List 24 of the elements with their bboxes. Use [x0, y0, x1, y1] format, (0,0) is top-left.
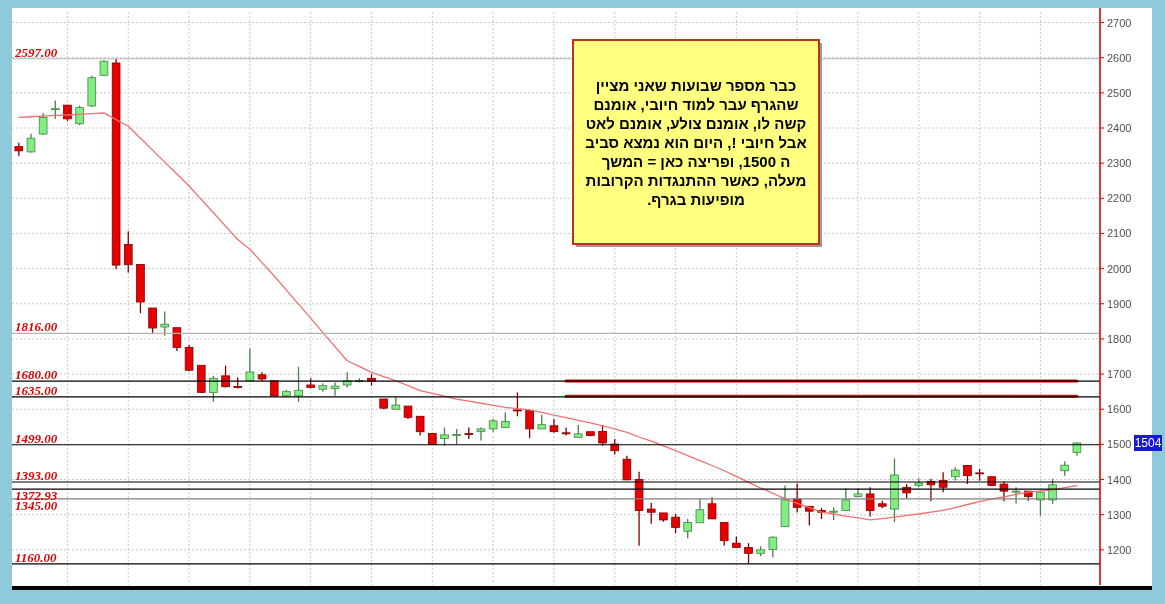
y-tick-label: 1800 — [1107, 332, 1132, 345]
ref-line-label: 1680.00 — [15, 367, 58, 383]
y-tick-label: 1300 — [1107, 508, 1132, 521]
y-tick-label: 2700 — [1107, 16, 1132, 29]
y-tick-label: 2000 — [1107, 262, 1132, 275]
y-tick-label: 2300 — [1107, 157, 1132, 170]
text: 1504 — [1134, 435, 1162, 450]
ref-line-label: 2597.00 — [14, 44, 58, 60]
ref-line-label: 1499.00 — [15, 430, 58, 446]
y-tick-label: 1500 — [1107, 438, 1132, 451]
y-tick-label: 2600 — [1107, 51, 1132, 64]
y-tick-label: 1700 — [1107, 368, 1132, 381]
y-tick-label: 1400 — [1107, 473, 1132, 486]
y-tick-label: 1900 — [1107, 297, 1132, 310]
ref-line-label: 1393.00 — [15, 468, 58, 483]
y-tick-label: 1200 — [1107, 543, 1132, 556]
y-tick-label: 1600 — [1107, 403, 1132, 416]
ref-line-label: 1816.00 — [15, 319, 58, 335]
ref-line-label: 1160.00 — [15, 549, 58, 565]
y-tick-label: 2500 — [1107, 86, 1132, 99]
y-tick-label: 2200 — [1107, 192, 1132, 205]
y-tick-label: 2100 — [1107, 227, 1132, 240]
y-tick-label: 2400 — [1107, 122, 1132, 135]
ref-line-label: 1635.00 — [15, 382, 58, 398]
